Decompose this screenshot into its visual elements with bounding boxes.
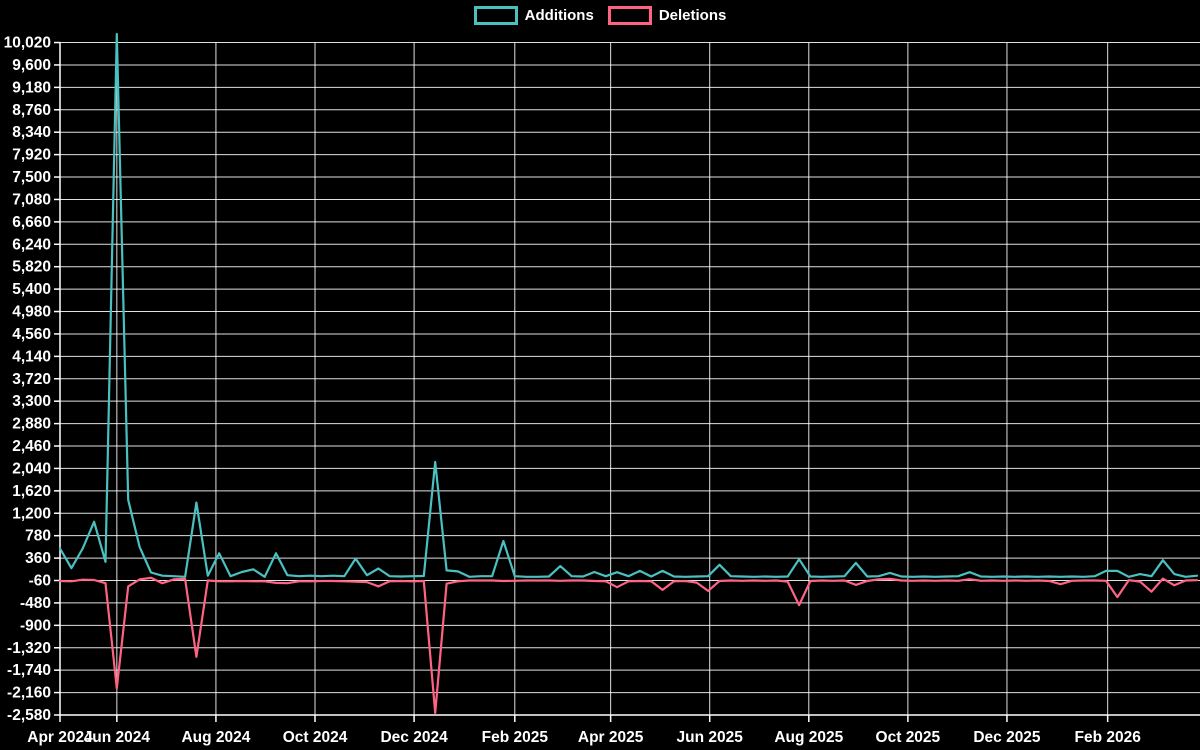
tick-marks	[54, 41, 1109, 722]
y-tick-label: 10,020	[4, 35, 51, 52]
y-tick-label: 780	[25, 528, 51, 545]
chart-legend: Additions Deletions	[0, 6, 1200, 25]
x-tick-label: Apr 2024	[27, 729, 93, 746]
y-tick-label: -2,160	[7, 685, 51, 702]
x-tick-label: Aug 2024	[181, 729, 250, 746]
deletions-line[interactable]	[58, 576, 1199, 715]
y-tick-label: 1,620	[12, 483, 51, 500]
y-tick-labels: -2,580 -2,160 -1,740 -1,320 -900 -480 -60 360 78…	[4, 35, 51, 724]
x-tick-label: Feb 2026	[1074, 729, 1141, 746]
y-tick-label: -1,320	[7, 640, 51, 657]
y-tick-label: -60	[29, 573, 51, 590]
y-tick-label: 4,560	[12, 326, 51, 343]
y-tick-label: 6,660	[12, 214, 51, 231]
y-tick-label: -1,740	[7, 662, 51, 679]
y-tick-label: 5,400	[12, 281, 51, 298]
y-tick-label: 360	[25, 550, 51, 567]
x-tick-label: Jun 2024	[84, 729, 151, 746]
y-tick-label: 2,880	[12, 416, 51, 433]
x-tick-label: Oct 2024	[283, 729, 348, 746]
y-tick-label: 1,200	[12, 505, 51, 522]
y-tick-label: -2,580	[7, 707, 51, 724]
y-tick-label: 2,460	[12, 438, 51, 455]
legend-item-additions[interactable]: Additions	[473, 6, 594, 25]
y-tick-label: -480	[20, 595, 51, 612]
y-tick-label: -900	[20, 617, 51, 634]
gridlines	[59, 42, 1200, 716]
y-tick-label: 9,600	[12, 57, 51, 74]
x-tick-label: Feb 2025	[482, 729, 549, 746]
y-tick-label: 9,180	[12, 79, 51, 96]
y-tick-label: 7,080	[12, 191, 51, 208]
y-tick-label: 8,340	[12, 124, 51, 141]
x-tick-label: Dec 2025	[973, 729, 1041, 746]
y-tick-label: 2,040	[12, 460, 51, 477]
legend-item-deletions[interactable]: Deletions	[607, 6, 727, 25]
y-tick-label: 6,240	[12, 236, 51, 253]
additions-line[interactable]	[58, 32, 1199, 578]
legend-label-deletions: Deletions	[658, 7, 727, 24]
y-tick-label: 4,980	[12, 304, 51, 321]
y-tick-label: 7,500	[12, 169, 51, 186]
y-tick-label: 5,820	[12, 259, 51, 276]
x-tick-label: Apr 2025	[578, 729, 644, 746]
deletions-swatch-icon	[607, 6, 652, 25]
additions-swatch-icon	[473, 6, 518, 25]
y-tick-label: 4,140	[12, 348, 51, 365]
legend-label-additions: Additions	[524, 7, 594, 24]
y-tick-label: 8,760	[12, 102, 51, 119]
y-tick-label: 7,920	[12, 147, 51, 164]
x-tick-label: Oct 2025	[876, 729, 941, 746]
y-tick-label: 3,720	[12, 371, 51, 388]
x-tick-label: Dec 2024	[380, 729, 448, 746]
x-tick-label: Aug 2025	[774, 729, 843, 746]
series-lines	[58, 32, 1199, 715]
y-tick-label: 3,300	[12, 393, 51, 410]
x-tick-label: Jun 2025	[677, 729, 744, 746]
